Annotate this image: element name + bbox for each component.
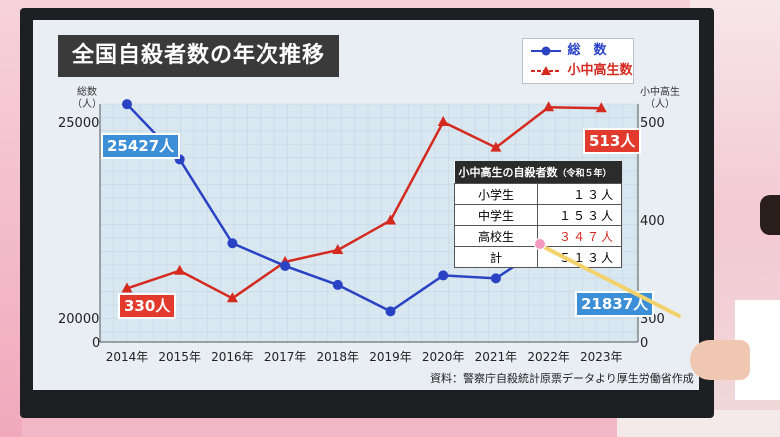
left-axis-unit: 総数 （人） xyxy=(72,87,102,111)
data-point-students xyxy=(121,282,133,293)
right-axis-unit: 小中高生 （人） xyxy=(640,87,680,111)
table-cell-value: ３４７人 xyxy=(537,225,622,247)
data-point-total xyxy=(227,238,238,249)
presenter-hand xyxy=(690,340,750,380)
right-tick-500: 500 xyxy=(640,116,665,131)
legend-triangle-icon xyxy=(531,65,561,75)
left-axis-unit-line2: （人） xyxy=(72,99,102,110)
left-axis-unit-line1: 総数 xyxy=(77,87,97,98)
x-tick-label: 2019年 xyxy=(369,350,412,364)
right-tick-400: 400 xyxy=(640,214,665,229)
callout-total-2023: 21837人 xyxy=(575,291,655,317)
x-tick-label: 2018年 xyxy=(316,350,360,364)
table-cell-value: １５３人 xyxy=(537,204,622,226)
callout-students-2014-text: 330人 xyxy=(124,297,171,315)
x-tick-label: 2022年 xyxy=(527,350,570,364)
legend-label-students: 小中高生数 xyxy=(567,63,633,78)
x-tick-label: 2017年 xyxy=(263,350,307,364)
table-row: 小学生 １３人 xyxy=(454,183,622,205)
legend-label-total: 総 数 xyxy=(567,43,607,58)
table-header: 小中高生の自殺者数（令和５年） xyxy=(454,161,622,184)
right-axis-unit-line2: （人） xyxy=(645,99,675,110)
data-point-students xyxy=(332,244,344,255)
data-point-total xyxy=(332,279,343,290)
data-point-students xyxy=(226,292,238,303)
chart-legend: 総 数 小中高生数 xyxy=(522,38,634,84)
right-tick-0: 0 xyxy=(640,336,649,351)
legend-item-total: 総 数 xyxy=(529,41,607,61)
legend-circle-icon xyxy=(531,46,561,55)
table-cell-label: 計 xyxy=(454,246,538,268)
callout-total-2014-text: 25427人 xyxy=(107,137,175,155)
source-note: 資料：警察庁自殺統計原票データより厚生労働省作成 xyxy=(430,372,694,385)
callout-total-2014: 25427人 xyxy=(101,133,181,159)
x-tick-label: 2014年 xyxy=(105,350,149,364)
x-tick-label: 2015年 xyxy=(158,350,201,364)
table-header-title: 小中高生の自殺者数 xyxy=(458,166,558,179)
left-tick-0: 0 xyxy=(92,336,101,351)
students-breakdown-table: 小中高生の自殺者数（令和５年） 小学生 １３人 中学生 １５３人 高校生 ３４７人 計… xyxy=(454,161,622,268)
table-cell-label: 小学生 xyxy=(454,183,538,205)
data-point-students xyxy=(595,102,607,113)
callout-total-2023-text: 21837人 xyxy=(581,295,649,313)
chart-title: 全国自殺者数の年次推移 xyxy=(58,35,340,77)
x-tick-label: 2021年 xyxy=(474,350,518,364)
data-point-total xyxy=(385,306,396,317)
data-point-total xyxy=(122,99,132,110)
presenter-hair xyxy=(760,195,780,235)
x-tick-label: 2016年 xyxy=(211,350,254,364)
pointer-tip-icon xyxy=(534,238,546,250)
legend-item-students: 小中高生数 xyxy=(529,61,633,81)
data-point-students xyxy=(385,214,396,225)
callout-students-2014: 330人 xyxy=(118,293,177,319)
right-axis-unit-line1: 小中高生 xyxy=(640,87,680,98)
data-point-students xyxy=(174,264,186,275)
data-point-total xyxy=(280,260,291,271)
series-line-students xyxy=(126,105,602,300)
callout-students-2023-text: 513人 xyxy=(589,132,636,150)
studio-background-left xyxy=(0,0,22,437)
table-row: 中学生 １５３人 xyxy=(454,204,622,226)
table-cell-value: １３人 xyxy=(537,183,622,205)
data-point-students xyxy=(490,141,502,152)
data-point-students xyxy=(543,101,555,112)
data-point-total xyxy=(490,273,501,284)
x-tick-label: 2023年 xyxy=(580,350,623,364)
x-tick-label: 2020年 xyxy=(421,350,465,364)
table-cell-label: 高校生 xyxy=(454,225,538,247)
data-point-students xyxy=(437,115,449,126)
callout-students-2023: 513人 xyxy=(583,128,642,154)
left-tick-20000: 20000 xyxy=(58,312,100,327)
left-tick-25000: 25000 xyxy=(58,116,100,131)
table-cell-label: 中学生 xyxy=(454,204,538,226)
table-header-note: （令和５年） xyxy=(557,169,612,179)
data-point-total xyxy=(438,270,449,281)
